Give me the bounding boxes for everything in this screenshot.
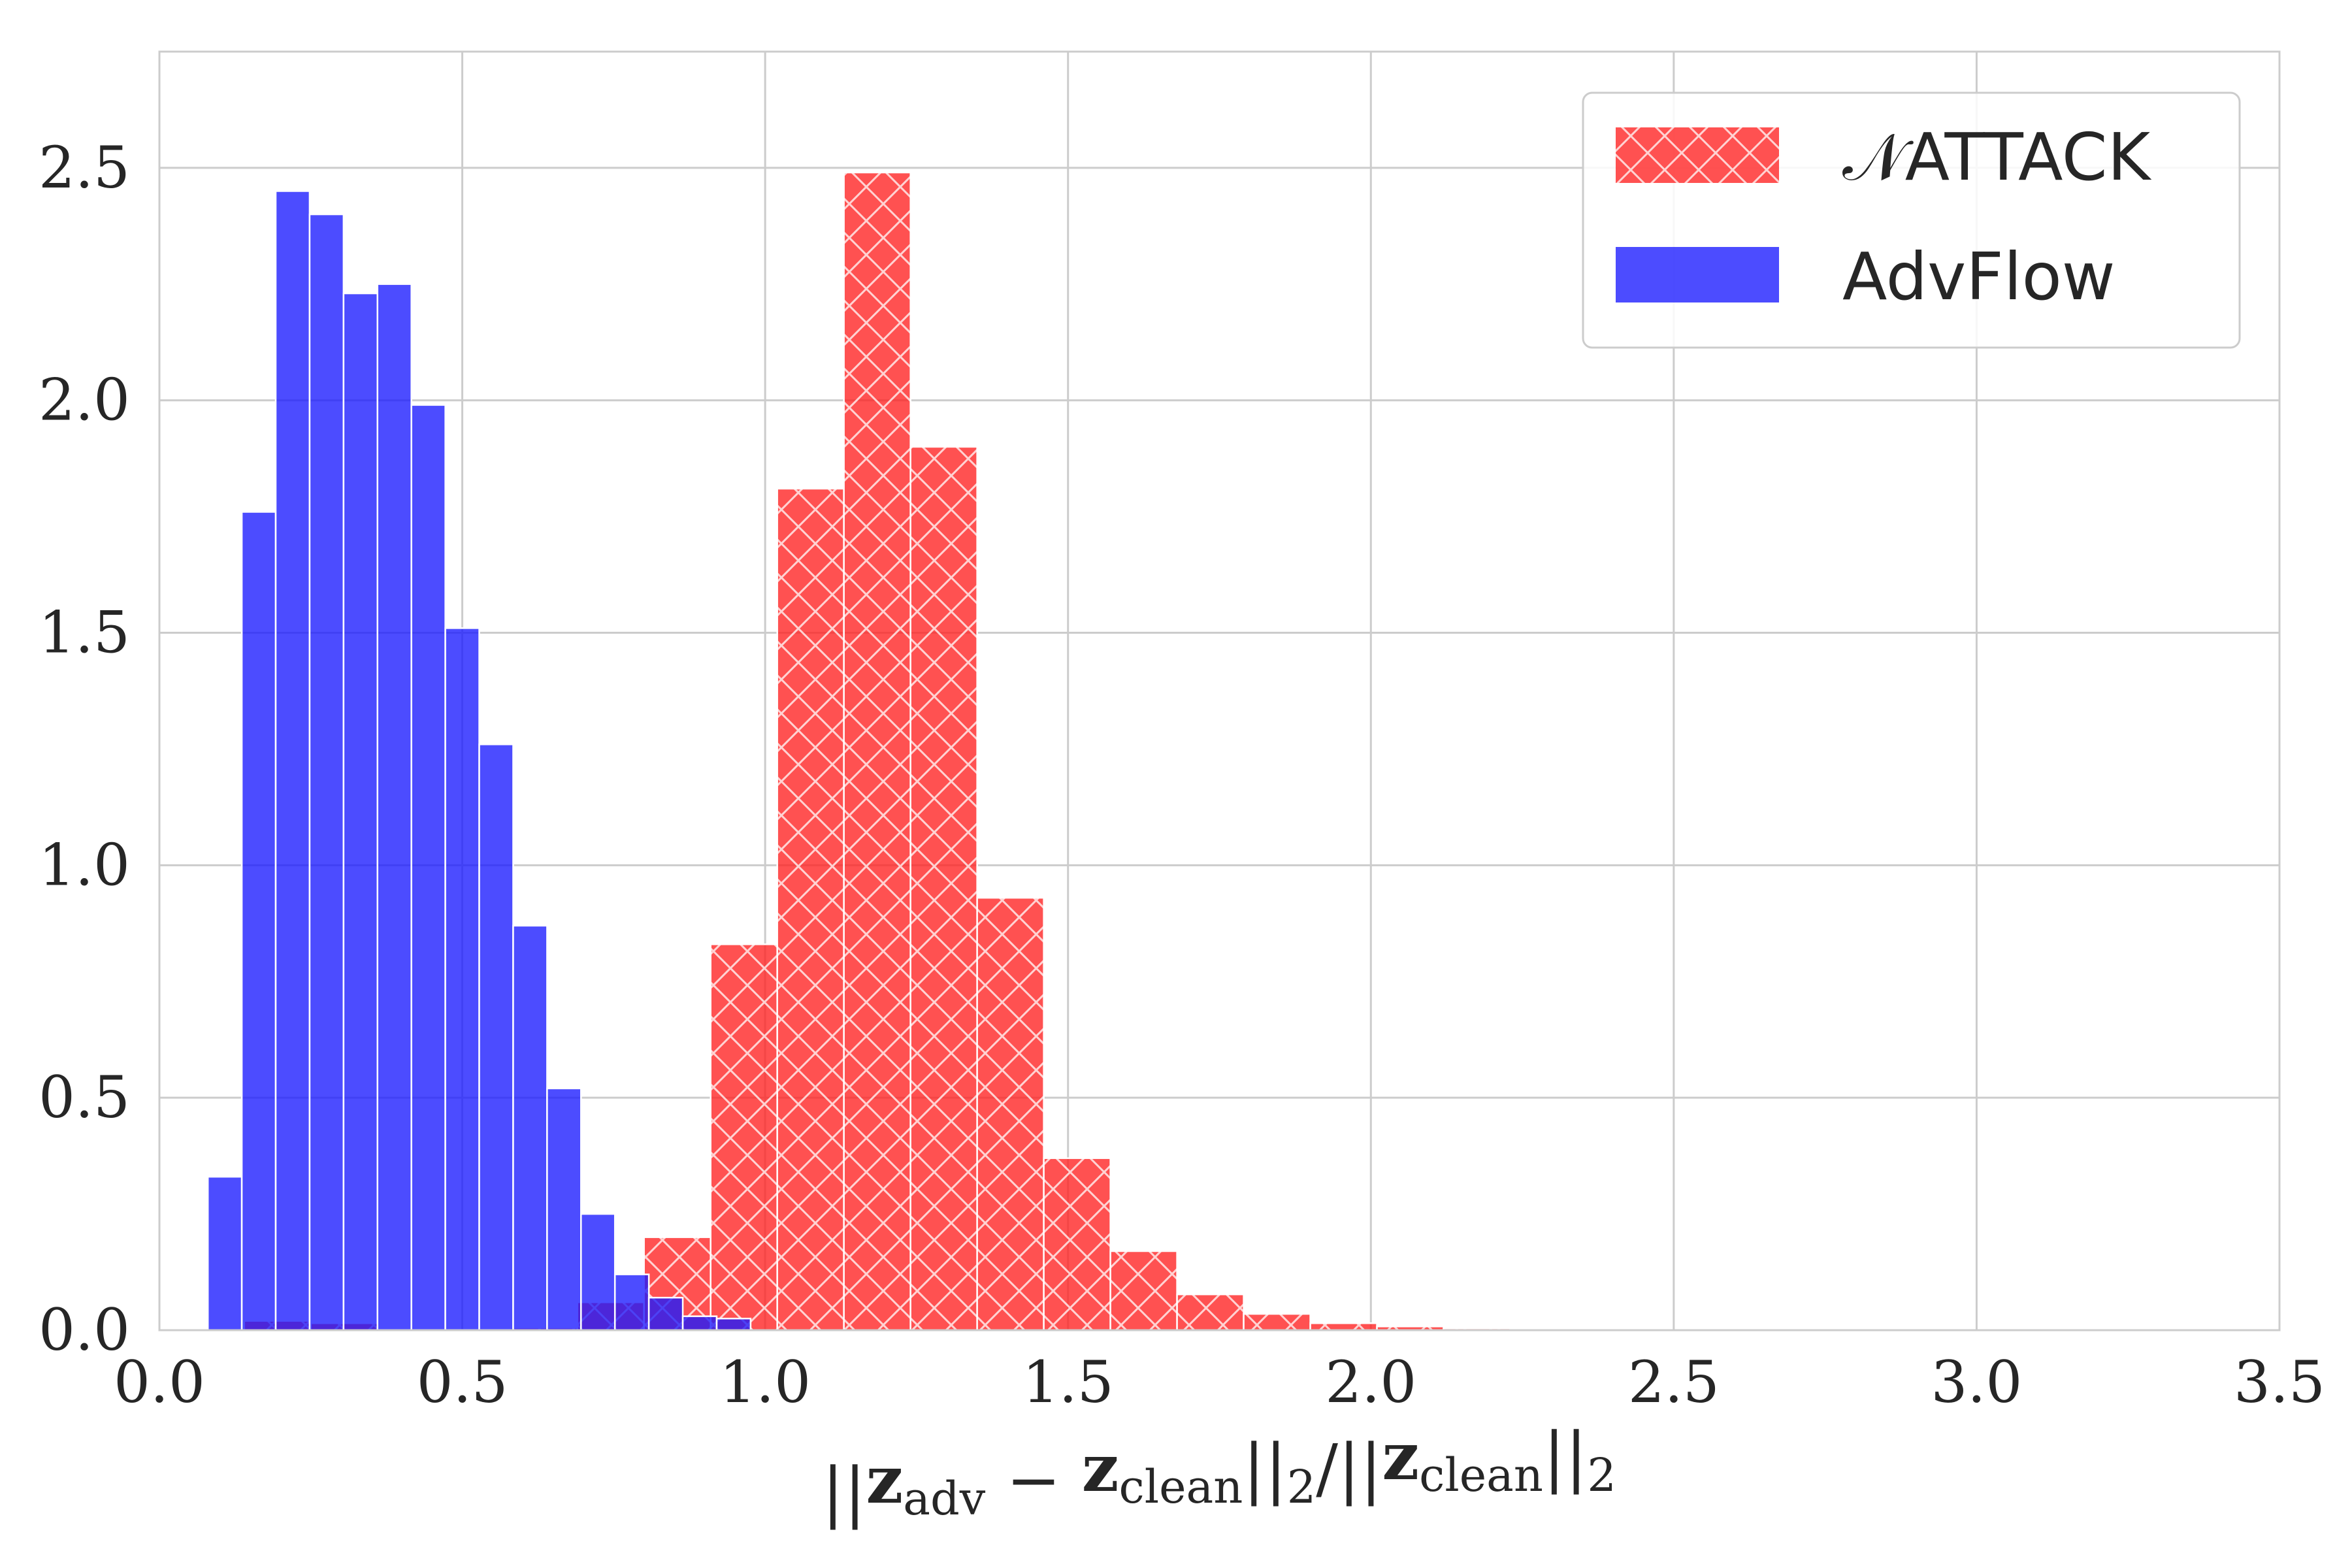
histogram-bar — [410, 404, 446, 1331]
x-tick-label: 0.0 — [114, 1348, 205, 1416]
y-tick-label: 1.5 — [39, 599, 130, 666]
bar-hatch — [1177, 1294, 1244, 1330]
legend-label-nattack: 𝒩ATTACK — [1842, 119, 2152, 195]
legend-swatch-hatch — [1616, 127, 1779, 183]
legend-entry-advflow: AdvFlow — [1616, 238, 2115, 315]
y-tick-labels: 0.0 0.5 1.0 1.5 2.0 2.5 — [39, 134, 130, 1364]
x-axis-label: ||zadv − zclean||2/||zclean||2 — [822, 1418, 1616, 1530]
bar-hatch — [1243, 1314, 1311, 1330]
series-1 — [206, 190, 752, 1331]
histogram-bars — [206, 171, 1578, 1331]
x-tick-label: 3.0 — [1931, 1348, 2022, 1416]
histogram-bar — [240, 511, 277, 1331]
plot-frame — [158, 50, 2281, 1331]
y-tick-label: 1.0 — [39, 831, 130, 898]
histogram-bar — [206, 1175, 243, 1331]
histogram-bar — [681, 1315, 718, 1331]
bar-hatch — [710, 944, 777, 1330]
series-0 — [243, 171, 1578, 1331]
histogram-bar — [580, 1213, 616, 1331]
legend-label-advflow: AdvFlow — [1842, 238, 2115, 315]
histogram-bar — [647, 1296, 684, 1331]
histogram-bar — [512, 924, 548, 1331]
bar-hatch — [1377, 1326, 1444, 1330]
x-tick-label: 2.0 — [1325, 1348, 1416, 1416]
bar-hatch — [843, 172, 911, 1331]
y-tick-label: 0.5 — [39, 1064, 130, 1131]
x-tick-labels: 0.0 0.5 1.0 1.5 2.0 2.5 3.0 3.5 — [114, 1348, 2325, 1416]
x-tick-label: 2.5 — [1628, 1348, 1720, 1416]
x-tick-label: 0.5 — [417, 1348, 508, 1416]
histogram-bar — [308, 213, 345, 1331]
histogram-bar — [613, 1273, 650, 1331]
x-tick-label: 1.5 — [1022, 1348, 1114, 1416]
bar-hatch — [1110, 1251, 1177, 1330]
bar-hatch — [1043, 1158, 1111, 1330]
legend-swatch-advflow — [1616, 247, 1779, 302]
x-tick-label: 3.5 — [2234, 1348, 2325, 1416]
y-tick-label: 2.0 — [39, 367, 130, 434]
bar-hatch — [1310, 1323, 1377, 1330]
legend-entry-nattack: 𝒩ATTACK — [1616, 119, 2152, 195]
legend: 𝒩ATTACK AdvFlow — [1582, 91, 2241, 349]
bar-hatch — [777, 488, 844, 1330]
x-tick-label: 1.0 — [719, 1348, 811, 1416]
y-tick-label: 2.5 — [39, 134, 130, 201]
bar-hatch — [910, 446, 977, 1331]
histogram-bar — [478, 743, 514, 1331]
histogram-bar — [342, 292, 379, 1331]
histogram-bar — [546, 1087, 582, 1331]
histogram-bar — [274, 190, 311, 1331]
histogram-bar — [715, 1317, 752, 1331]
bar-hatch — [977, 898, 1044, 1330]
y-tick-label: 0.0 — [39, 1296, 130, 1364]
histogram-bar — [444, 627, 480, 1331]
histogram-bar — [376, 283, 412, 1331]
